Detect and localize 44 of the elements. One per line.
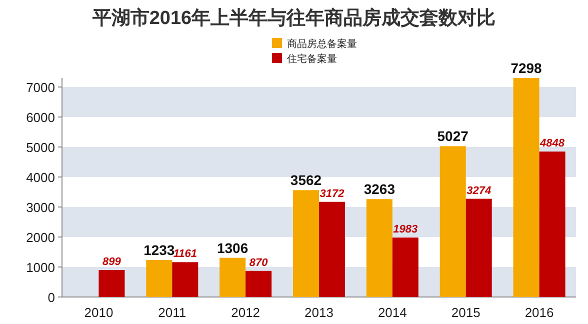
y-tick-label: 1000 <box>26 260 55 275</box>
bar <box>319 202 345 297</box>
data-label: 1306 <box>216 240 248 256</box>
data-label: 3274 <box>466 184 492 197</box>
chart-title: 平湖市2016年上半年与往年商品房成交套数对比 <box>91 7 496 29</box>
bar <box>220 258 246 297</box>
x-tick-label: 2012 <box>231 305 260 320</box>
bar <box>440 146 466 297</box>
data-label: 4848 <box>539 138 566 150</box>
data-label: 3172 <box>320 188 344 200</box>
bar <box>246 270 272 297</box>
data-label: 1161 <box>173 248 197 260</box>
data-label: 870 <box>249 256 269 269</box>
bar <box>466 198 492 297</box>
bar <box>539 152 566 297</box>
bar <box>172 262 198 297</box>
x-tick-label: 2015 <box>451 305 480 320</box>
y-tick-label: 7000 <box>26 80 55 95</box>
x-tick-label: 2011 <box>158 305 186 320</box>
x-tick-label: 2010 <box>84 305 114 320</box>
bar <box>513 78 540 297</box>
y-tick-label: 5000 <box>26 140 55 155</box>
data-label: 5027 <box>437 128 469 144</box>
legend-label: 住宅备案量 <box>287 53 337 65</box>
x-tick-label: 2013 <box>304 305 334 320</box>
y-tick-label: 0 <box>48 290 55 305</box>
bar <box>366 199 392 297</box>
legend-label: 商品房总备案量 <box>287 38 357 50</box>
bar <box>392 238 418 297</box>
y-tick-label: 3000 <box>26 200 55 215</box>
data-label: 7298 <box>510 60 542 76</box>
y-tick-label: 6000 <box>26 110 55 125</box>
data-label: 899 <box>102 256 122 268</box>
data-label: 1233 <box>144 242 175 258</box>
x-tick-label: 2016 <box>524 305 554 320</box>
x-tick-label: 2014 <box>378 305 407 320</box>
y-tick-label: 4000 <box>26 170 55 185</box>
bar <box>98 270 125 297</box>
data-label: 3562 <box>290 172 322 188</box>
data-label: 1983 <box>393 224 418 236</box>
bar <box>293 190 319 297</box>
y-tick-label: 2000 <box>26 230 55 245</box>
data-label: 3263 <box>364 181 396 198</box>
bar <box>146 260 172 297</box>
